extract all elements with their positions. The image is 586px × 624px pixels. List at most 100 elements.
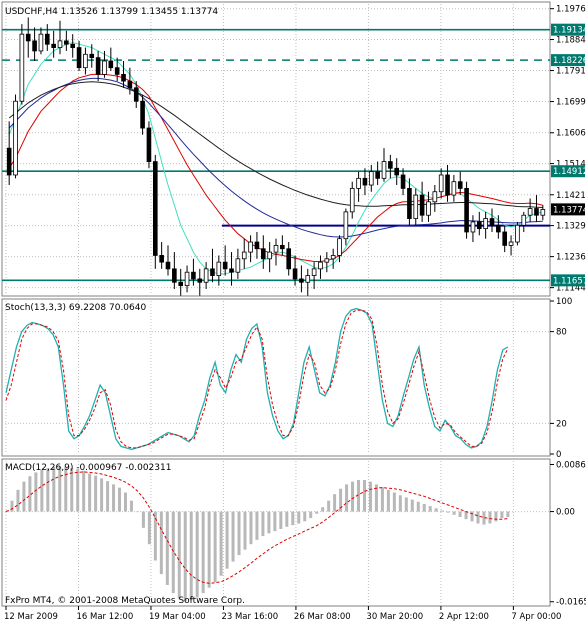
- candle: [133, 81, 139, 108]
- macd-bar: [243, 511, 247, 550]
- candle: [496, 215, 501, 239]
- candle-body: [324, 258, 330, 263]
- macd-bar: [88, 473, 92, 512]
- macd-panel[interactable]: MACD(12,26,9) -0.000967 -0.002311 FxPro …: [1, 458, 551, 607]
- price-tick-label: 1.18840: [556, 36, 586, 46]
- level-price-badge: 1.11657: [551, 274, 586, 287]
- main-header: USDCHF,H4 1.13526 1.13799 1.13455 1.1377…: [5, 7, 218, 17]
- macd-bar: [309, 511, 313, 519]
- macd-bar: [177, 511, 181, 599]
- stoch-tick-label: 20: [556, 419, 567, 429]
- candle-body: [235, 258, 241, 273]
- macd-bar: [70, 468, 74, 512]
- candle-body: [165, 261, 171, 270]
- macd-bar: [112, 484, 116, 512]
- candle-body: [489, 218, 495, 226]
- candle-body: [413, 194, 419, 219]
- candle: [368, 164, 374, 192]
- stoch-header: Stoch(13,3,3) 69.2208 70.0640: [5, 303, 146, 313]
- price-tick-label: 1.11440: [556, 284, 586, 294]
- candle-body: [292, 268, 298, 280]
- candle-body: [203, 268, 209, 283]
- candle-body: [146, 127, 152, 162]
- candle-body: [102, 60, 107, 75]
- candle: [70, 34, 76, 58]
- candles: [6, 17, 546, 296]
- macd-bar: [225, 511, 229, 569]
- candle: [25, 17, 31, 58]
- candle: [451, 174, 457, 202]
- price-badge-box: [551, 274, 585, 287]
- macd-tick-label: 0.00866: [556, 460, 586, 470]
- candle-body: [64, 40, 69, 45]
- candle-body: [540, 209, 546, 216]
- macd-bar: [267, 511, 271, 534]
- macd-bar: [482, 511, 486, 525]
- candle-body: [356, 177, 361, 189]
- stoch-axis: 100 80 20 0: [550, 297, 572, 460]
- candle: [470, 215, 476, 243]
- time-tick-label: 30 Mar 20:00: [366, 612, 423, 622]
- candle-body: [44, 33, 50, 45]
- candle-body: [51, 43, 56, 48]
- candle-body: [114, 67, 120, 75]
- candle: [248, 235, 253, 263]
- candle: [32, 27, 37, 61]
- price-badges: 1.19134 1.18226 1.14912 1.13774 1.11657: [551, 23, 586, 287]
- candle-body: [451, 181, 457, 196]
- price-tick-label: 1.12365: [556, 253, 586, 263]
- candle-body: [457, 181, 463, 189]
- candle: [121, 60, 126, 88]
- macd-bar: [440, 510, 444, 512]
- macd-bar: [422, 503, 426, 512]
- candle-body: [330, 255, 336, 260]
- candle-body: [178, 281, 184, 287]
- macd-bar: [410, 499, 414, 512]
- price-tick-label: 1.14210: [556, 191, 586, 201]
- candle: [260, 235, 266, 269]
- macd-bar: [446, 511, 450, 513]
- candle-body: [184, 271, 190, 287]
- candle-body: [311, 268, 317, 276]
- macd-bar: [357, 480, 361, 512]
- macd-bar: [303, 511, 307, 522]
- macd-bar: [82, 470, 86, 512]
- candle-body: [229, 268, 234, 273]
- macd-bar: [488, 511, 492, 524]
- macd-bar: [10, 500, 14, 512]
- price-badge-box: [551, 54, 585, 67]
- candle: [216, 255, 222, 286]
- candle-body: [6, 147, 12, 176]
- candle: [241, 238, 247, 269]
- candle: [95, 50, 101, 82]
- stoch-panel[interactable]: Stoch(13,3,3) 69.2208 70.0640: [1, 298, 551, 457]
- candle: [83, 47, 88, 75]
- macd-bar: [321, 507, 325, 512]
- candle-body: [337, 238, 342, 256]
- macd-bar: [135, 511, 139, 513]
- macd-bar: [40, 469, 44, 512]
- price-badge-box: [551, 23, 585, 36]
- macd-signal: [5, 471, 508, 584]
- macd-bar: [58, 466, 62, 512]
- candle: [419, 181, 425, 222]
- stoch-signal-line: [5, 309, 509, 449]
- macd-bar: [392, 492, 396, 512]
- candle-body: [159, 255, 164, 263]
- candle: [222, 245, 228, 276]
- level-price-badge: 1.18226: [551, 54, 586, 67]
- stoch-tick-label: 80: [556, 328, 567, 338]
- macd-bar: [64, 466, 68, 512]
- candle: [311, 262, 317, 289]
- price-tick-label: 1.16990: [556, 98, 586, 108]
- candle-body: [521, 214, 527, 226]
- candle: [6, 121, 12, 186]
- candle-body: [349, 187, 355, 213]
- macd-bar: [76, 469, 80, 512]
- candle: [324, 252, 330, 273]
- macd-bar: [16, 489, 20, 512]
- macd-bar: [428, 506, 432, 512]
- moving-average-line: [8, 81, 543, 208]
- price-panel[interactable]: USDCHF,H4 1.13526 1.13799 1.13455 1.1377…: [1, 1, 551, 604]
